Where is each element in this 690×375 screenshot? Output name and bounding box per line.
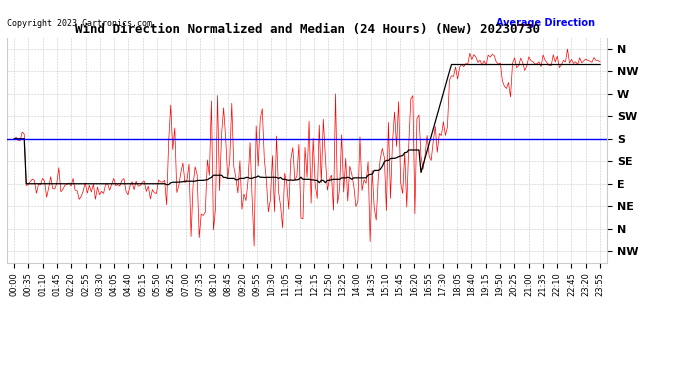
Text: Copyright 2023 Cartronics.com: Copyright 2023 Cartronics.com [7,20,152,28]
Title: Wind Direction Normalized and Median (24 Hours) (New) 20230730: Wind Direction Normalized and Median (24… [75,23,540,36]
Text: Average Direction: Average Direction [496,18,595,28]
